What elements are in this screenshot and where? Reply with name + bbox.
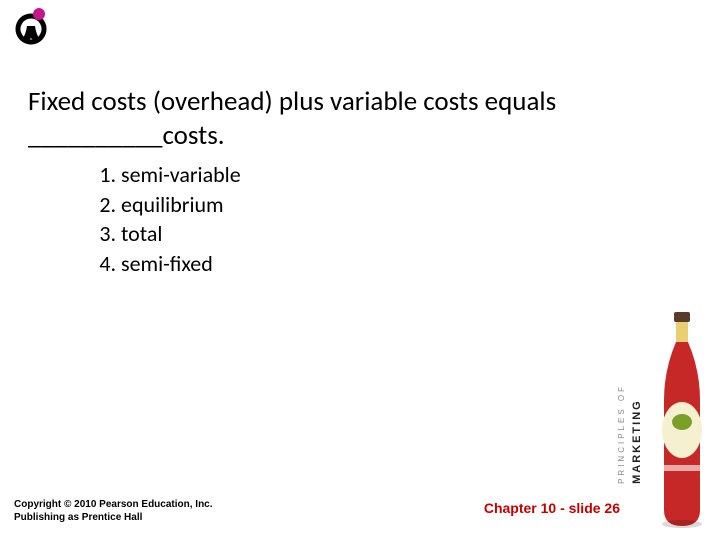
book-title-brand: MARKETING [630,399,642,484]
book-title-vertical: PRINCIPLES OF MARKETING [616,384,646,484]
answer-options: semi-variable equilibrium total semi-fix… [95,160,241,279]
chapter-slide-label: Chapter 10 - slide 26 [484,500,620,516]
copyright-block: Copyright © 2010 Pearson Education, Inc.… [14,498,213,524]
bottle-icon [652,310,712,530]
option-2: equilibrium [121,190,241,220]
book-title-small: PRINCIPLES OF [617,384,626,484]
option-1: semi-variable [121,160,241,190]
publisher-logo-icon [10,8,52,50]
copyright-line-1: Copyright © 2010 Pearson Education, Inc. [14,498,213,511]
option-3: total [121,219,241,249]
copyright-line-2: Publishing as Prentice Hall [14,511,213,524]
question-text: Fixed costs (overhead) plus variable cos… [28,85,660,153]
option-4: semi-fixed [121,249,241,279]
